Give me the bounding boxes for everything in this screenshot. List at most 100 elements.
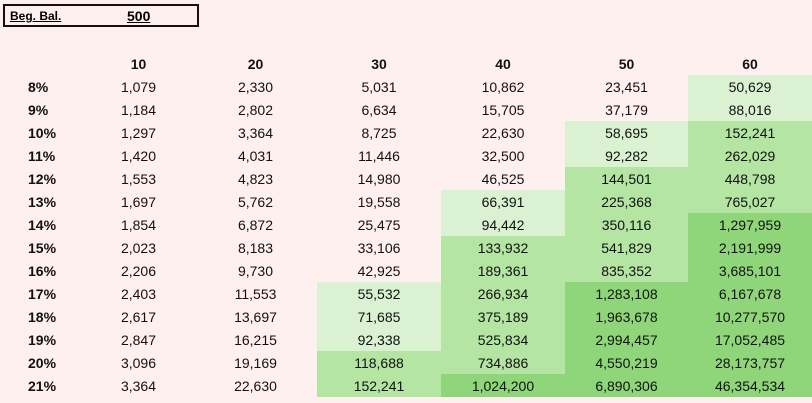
value-cell[interactable]: 3,096	[120, 354, 157, 371]
value-cell[interactable]: 25,475	[357, 216, 401, 233]
value-cell[interactable]: 765,027	[688, 190, 812, 213]
value-cell[interactable]: 28,173,757	[688, 351, 812, 374]
rate-cell[interactable]: 16%	[28, 262, 57, 279]
rate-cell[interactable]: 8%	[28, 78, 49, 95]
value-cell[interactable]: 2,191,999	[688, 236, 812, 259]
value-cell[interactable]: 350,116	[565, 213, 688, 236]
value-cell[interactable]: 16,215	[234, 331, 277, 348]
rate-cell[interactable]: 17%	[28, 285, 57, 302]
year-header-cell[interactable]: 40	[495, 56, 511, 72]
value-cell[interactable]: 33,106	[357, 239, 401, 256]
value-cell[interactable]: 58,695	[565, 121, 688, 144]
beginning-balance-box[interactable]: Beg. Bal. 500	[3, 4, 199, 27]
rate-cell[interactable]: 9%	[28, 101, 49, 118]
value-cell[interactable]: 3,364	[120, 377, 157, 394]
value-cell[interactable]: 2,403	[120, 285, 157, 302]
value-cell[interactable]: 144,501	[565, 167, 688, 190]
value-cell[interactable]: 46,354,534	[688, 374, 812, 397]
value-cell[interactable]: 15,705	[481, 101, 525, 118]
value-cell[interactable]: 2,330	[237, 78, 274, 95]
value-cell[interactable]: 2,617	[120, 308, 157, 325]
value-cell[interactable]: 71,685	[317, 305, 441, 328]
rate-cell[interactable]: 11%	[28, 147, 56, 164]
value-cell[interactable]: 6,872	[237, 216, 274, 233]
value-cell[interactable]: 1,283,108	[565, 282, 688, 305]
value-cell[interactable]: 4,031	[237, 147, 274, 164]
value-cell[interactable]: 23,451	[605, 78, 648, 95]
beginning-balance-value[interactable]: 500	[127, 8, 151, 24]
value-cell[interactable]: 2,802	[237, 101, 274, 118]
value-cell[interactable]: 1,697	[120, 193, 157, 210]
value-cell[interactable]: 1,854	[120, 216, 157, 233]
value-cell[interactable]: 225,368	[565, 190, 688, 213]
value-cell[interactable]: 6,890,306	[565, 374, 688, 397]
year-header-cell[interactable]: 20	[247, 56, 264, 72]
value-cell[interactable]: 152,241	[688, 121, 812, 144]
rate-cell[interactable]: 20%	[28, 354, 57, 371]
value-cell[interactable]: 13,697	[234, 308, 277, 325]
value-cell[interactable]: 11,553	[234, 285, 277, 302]
value-cell[interactable]: 4,823	[237, 170, 274, 187]
value-cell[interactable]: 17,052,485	[688, 328, 812, 351]
value-cell[interactable]: 10,277,570	[688, 305, 812, 328]
value-cell[interactable]: 37,179	[605, 101, 648, 118]
value-cell[interactable]: 1,184	[120, 101, 157, 118]
value-cell[interactable]: 8,183	[237, 239, 274, 256]
value-cell[interactable]: 9,730	[237, 262, 274, 279]
value-cell[interactable]: 1,297	[120, 124, 157, 141]
value-cell[interactable]: 6,634	[361, 101, 397, 118]
value-cell[interactable]: 5,762	[237, 193, 274, 210]
value-cell[interactable]: 88,016	[688, 98, 812, 121]
value-cell[interactable]: 6,167,678	[688, 282, 812, 305]
value-cell[interactable]: 3,685,101	[688, 259, 812, 282]
value-cell[interactable]: 8,725	[361, 124, 397, 141]
rate-cell[interactable]: 21%	[28, 377, 57, 394]
rate-cell[interactable]: 14%	[28, 216, 57, 233]
value-cell[interactable]: 19,558	[357, 193, 401, 210]
value-cell[interactable]: 3,364	[237, 124, 274, 141]
value-cell[interactable]: 835,352	[565, 259, 688, 282]
value-cell[interactable]: 118,688	[317, 351, 441, 374]
value-cell[interactable]: 262,029	[688, 144, 812, 167]
value-cell[interactable]: 11,446	[358, 147, 400, 164]
value-cell[interactable]: 42,925	[357, 262, 401, 279]
value-cell[interactable]: 46,525	[481, 170, 525, 187]
rate-cell[interactable]: 10%	[28, 124, 57, 141]
rate-cell[interactable]: 18%	[28, 308, 57, 325]
value-cell[interactable]: 2,994,457	[565, 328, 688, 351]
year-header-cell[interactable]: 30	[371, 56, 387, 72]
rate-cell[interactable]: 12%	[28, 170, 57, 187]
value-cell[interactable]: 19,169	[234, 354, 277, 371]
value-cell[interactable]: 22,630	[481, 124, 525, 141]
value-cell[interactable]: 1,024,200	[441, 374, 565, 397]
value-cell[interactable]: 14,980	[357, 170, 401, 187]
value-cell[interactable]: 133,932	[441, 236, 565, 259]
value-cell[interactable]: 10,862	[481, 78, 525, 95]
year-header-cell[interactable]: 10	[130, 56, 147, 72]
value-cell[interactable]: 1,553	[120, 170, 157, 187]
value-cell[interactable]: 55,532	[317, 282, 441, 305]
value-cell[interactable]: 448,798	[688, 167, 812, 190]
value-cell[interactable]: 1,420	[120, 147, 157, 164]
value-cell[interactable]: 2,023	[120, 239, 157, 256]
value-cell[interactable]: 5,031	[361, 78, 397, 95]
value-cell[interactable]: 2,206	[120, 262, 157, 279]
value-cell[interactable]: 4,550,219	[565, 351, 688, 374]
value-cell[interactable]: 92,338	[317, 328, 441, 351]
value-cell[interactable]: 525,834	[441, 328, 565, 351]
value-cell[interactable]: 32,500	[481, 147, 525, 164]
value-cell[interactable]: 375,189	[441, 305, 565, 328]
rate-cell[interactable]: 15%	[28, 239, 57, 256]
year-header-cell[interactable]: 50	[618, 56, 635, 72]
value-cell[interactable]: 22,630	[234, 377, 277, 394]
value-cell[interactable]: 1,963,678	[565, 305, 688, 328]
value-cell[interactable]: 1,079	[120, 78, 157, 95]
rate-cell[interactable]: 13%	[28, 193, 57, 210]
value-cell[interactable]: 50,629	[688, 75, 812, 98]
rate-cell[interactable]: 19%	[28, 331, 57, 348]
value-cell[interactable]: 152,241	[317, 374, 441, 397]
value-cell[interactable]: 2,847	[120, 331, 157, 348]
value-cell[interactable]: 266,934	[441, 282, 565, 305]
value-cell[interactable]: 541,829	[565, 236, 688, 259]
value-cell[interactable]: 92,282	[565, 144, 688, 167]
